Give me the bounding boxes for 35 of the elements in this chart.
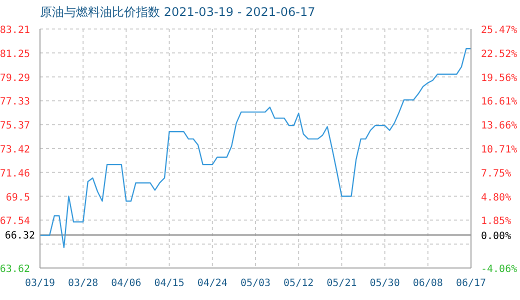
y-tick-label: 83.21	[0, 25, 30, 36]
x-tick-label: 05/21	[326, 278, 357, 289]
y-tick-label: 63.62	[0, 264, 30, 275]
x-tick-label: 05/30	[370, 278, 400, 289]
x-tick-label: 06/17	[456, 278, 486, 289]
y2-tick-label: 4.80%	[481, 192, 512, 204]
x-tick-label: 05/03	[240, 278, 271, 289]
x-tick-label: 03/28	[68, 278, 98, 289]
x-tick-label: 05/12	[284, 278, 314, 289]
y2-tick-label: 13.66%	[481, 120, 518, 132]
x-tick-label: 04/06	[111, 278, 142, 289]
y2-tick-label: 1.85%	[481, 216, 512, 228]
y-tick-label: 73.42	[0, 144, 30, 156]
y2-tick-label: 25.47%	[481, 25, 518, 36]
x-tick-label: 06/08	[412, 278, 443, 289]
ref-line-label: 66.32	[4, 230, 35, 242]
y2-tick-label: 7.75%	[481, 168, 512, 180]
y-tick-label: 75.37	[0, 120, 30, 132]
x-tick-label: 04/15	[154, 278, 184, 289]
y2-tick-label: 22.52%	[481, 48, 518, 60]
y-tick-label: 81.25	[0, 48, 30, 60]
y-tick-label: 77.33	[0, 96, 30, 108]
y2-tick-label: 0.00%	[481, 231, 512, 242]
y2-tick-label: 19.56%	[481, 72, 518, 84]
y2-tick-label: 16.61%	[481, 96, 518, 108]
line-series	[40, 48, 471, 248]
x-tick-label: 04/24	[197, 278, 228, 289]
y-tick-label: 69.5	[6, 192, 30, 204]
y-tick-label: 79.29	[0, 72, 30, 84]
y-tick-label: 67.54	[0, 216, 30, 228]
y2-tick-label: 10.71%	[481, 144, 518, 156]
chart-title: 原油与燃料油比价指数 2021-03-19 - 2021-06-17	[40, 4, 316, 21]
y2-tick-label: -4.06%	[481, 264, 518, 275]
y-tick-label: 71.46	[0, 168, 30, 180]
x-tick-label: 03/19	[24, 278, 56, 289]
